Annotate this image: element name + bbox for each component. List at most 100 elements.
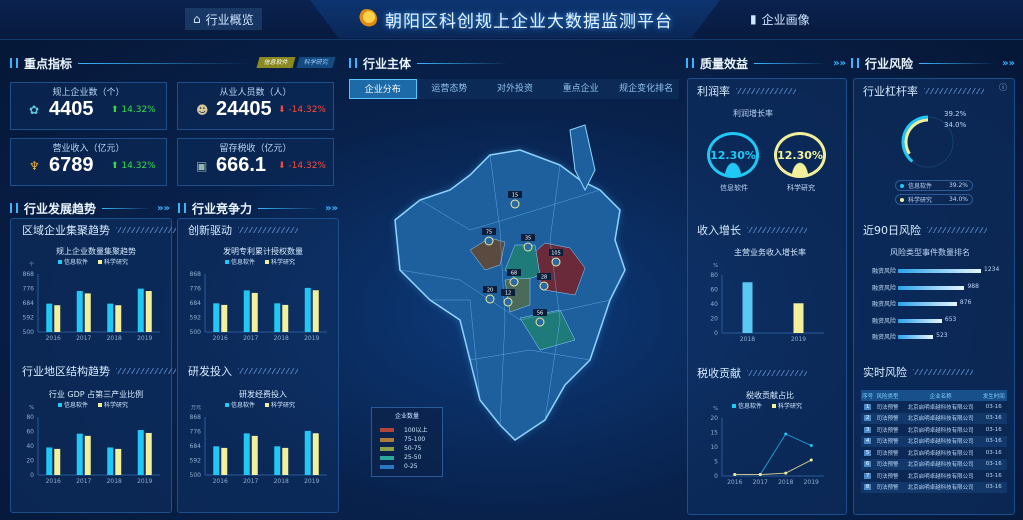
key-metrics-heading: 重点指标 [10,54,250,72]
y-tick: 60 [710,287,718,294]
legend-label: 科学研究 [104,401,128,409]
title-box: 朝阳区科创规上企业大数据监测平台 [310,0,720,38]
rank-label: 融资风险 [872,284,897,292]
y-tick: 10 [710,444,718,451]
svg-text:28: 28 [541,275,547,281]
lev-legend-sci: 科学研究 34.0% [895,194,973,205]
cell: 4 [861,435,875,447]
svg-text:20: 20 [487,288,493,294]
y-tick: 40 [26,443,34,450]
ring-info-label: 信息软件 [720,184,748,192]
trophy-icon: ♆ [29,159,40,173]
tab-0[interactable]: 企业分布 [349,79,417,99]
kpi-value: 666.1 [216,154,267,176]
bar-chart-icon: ▮ [750,12,757,26]
line-point [784,471,788,475]
profit-chart-title: 利润增长率 [733,109,773,118]
rank-value: 988 [967,282,979,290]
map-marker[interactable]: 56 [533,309,547,327]
bar [742,282,753,333]
rank-bar [898,302,957,306]
quality-heading: 质量效益»» [686,54,846,72]
x-tick: 2018 [778,479,793,486]
legend-label: 科学研究 [271,258,295,266]
sub-innovation: 创新驱动 [188,222,298,238]
table-row[interactable]: 3 司法预警 北京启明卓越科技有限公司 03-16 [861,424,1007,436]
table-row[interactable]: 7 司法预警 北京启明卓越科技有限公司 03-16 [861,470,1007,482]
y-tick: 80 [26,414,34,421]
line-point [809,444,813,448]
map-marker[interactable]: 105 [549,249,563,267]
table-row[interactable]: 2 司法预警 北京启明卓越科技有限公司 03-16 [861,412,1007,424]
kpi-value: 6789 [49,154,94,176]
cell: 2 [861,412,875,424]
x-tick: 2018 [274,478,289,485]
nav-enterprise-profile[interactable]: ▮ 企业画像 [742,8,818,30]
map-legend-item: 25-50 [380,454,434,461]
rank-label: 融资风险 [872,301,897,308]
y-tick: 684 [190,300,202,307]
map-marker[interactable]: 15 [508,191,522,209]
rank-bar [898,335,934,339]
x-tick: 2017 [243,335,258,342]
cell: 03-16 [980,481,1007,493]
bar [137,288,144,332]
bar [243,290,250,332]
x-tick: 2017 [753,479,768,486]
sub-income: 收入增长 [697,222,807,238]
x-tick: 2018 [107,478,122,485]
y-tick: 684 [23,300,35,307]
map-marker[interactable]: 35 [521,234,535,252]
cell: 司法预警 [876,427,899,434]
kpi-change: ⬇ -14.32% [278,161,326,171]
coins-icon: ▣ [196,159,208,173]
y-tick: 0 [30,472,34,479]
tab-2[interactable]: 对外投资 [496,84,533,94]
y-tick: 592 [190,315,202,322]
x-tick: 2016 [213,478,228,485]
logo-icon [357,9,377,29]
bar [213,303,220,332]
map-marker[interactable]: 68 [507,269,521,287]
bar [54,448,61,475]
map-marker[interactable]: 20 [483,286,497,304]
tab-1[interactable]: 运营态势 [431,84,468,94]
legend-swatch [58,403,62,407]
sub-rd: 研发投入 [188,363,298,379]
table-row[interactable]: 4 司法预警 北京启明卓越科技有限公司 03-16 [861,435,1007,447]
kpi-card: 规上企业数（个） ✿ 4405 ⬆ 14.32% [10,82,167,130]
rank-label: 融资风险 [872,317,897,325]
map-marker[interactable]: 12 [501,289,515,307]
bar [84,435,91,475]
table-row[interactable]: 1 司法预警 北京启明卓越科技有限公司 03-16 [861,401,1007,413]
svg-text:35: 35 [525,236,531,242]
bar [115,305,122,332]
gear-icon: ✿ [29,103,40,117]
cell: 司法预警 [876,404,899,411]
info-icon[interactable]: ⓘ [999,83,1007,92]
legend-label: 科学研究 [778,402,802,410]
rank-value: 653 [944,315,957,323]
map-region-north[interactable] [569,124,596,192]
tab-4[interactable]: 规企变化排名 [619,84,674,94]
bar [54,305,61,332]
tab-3[interactable]: 重点企业 [562,84,599,94]
table-row[interactable]: 5 司法预警 北京启明卓越科技有限公司 03-16 [861,447,1007,459]
line-point [784,432,788,436]
table-row[interactable]: 6 司法预警 北京启明卓越科技有限公司 03-16 [861,458,1007,470]
sub-realtime: 实时风险 [863,364,973,380]
rank-bar [898,269,981,273]
table-row[interactable]: 8 司法预警 北京启明卓越科技有限公司 03-16 [861,481,1007,493]
sub-region-cluster: 区域企业集聚趋势 [22,222,176,238]
compete-panel [177,218,339,513]
lev-arc [904,118,929,155]
y-tick: 20 [710,316,718,323]
nav-industry-overview[interactable]: ⌂ 行业概览 [185,8,262,30]
map-marker[interactable]: 28 [537,273,551,291]
bar [145,432,152,475]
y-tick: 0 [714,473,718,480]
nav-label: 企业画像 [761,12,810,27]
sub-90day: 近90日风险 [863,222,987,238]
x-tick: 2016 [46,335,61,342]
map-marker[interactable]: 75 [482,228,496,246]
